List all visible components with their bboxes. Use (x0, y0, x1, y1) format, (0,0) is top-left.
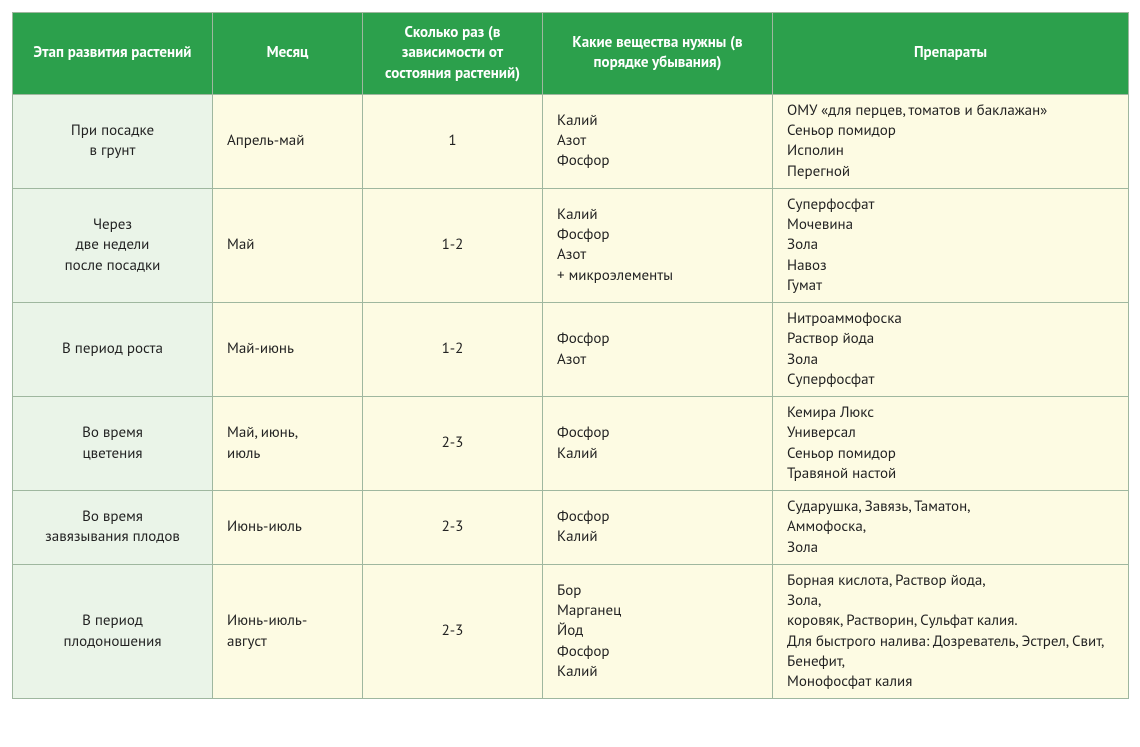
cell-times: 2-3 (363, 397, 543, 491)
cell-times: 1-2 (363, 303, 543, 397)
col-times: Сколько раз (в зависимости от состояния … (363, 13, 543, 95)
cell-stage: Во время цветения (13, 397, 213, 491)
cell-substances: Калий Фосфор Азот + микроэлементы (543, 188, 773, 302)
cell-substances: Калий Азот Фосфор (543, 94, 773, 188)
table-row: Во время цветения Май, июнь, июль 2-3 Фо… (13, 397, 1129, 491)
table-row: В период плодоношения Июнь-июль- август … (13, 564, 1129, 699)
fertilization-schedule-table: Этап развития растений Месяц Сколько раз… (12, 12, 1129, 699)
cell-substances: Фосфор Калий (543, 397, 773, 491)
cell-month: Май-июнь (213, 303, 363, 397)
cell-stage: В период роста (13, 303, 213, 397)
cell-preparations: Суперфосфат Мочевина Зола Навоз Гумат (773, 188, 1129, 302)
cell-preparations: Борная кислота, Раствор йода, Зола, коро… (773, 564, 1129, 699)
cell-times: 2-3 (363, 564, 543, 699)
cell-stage: Через две недели после посадки (13, 188, 213, 302)
cell-preparations: Сударушка, Завязь, Таматон, Аммофоска, З… (773, 491, 1129, 565)
cell-month: Июнь-июль (213, 491, 363, 565)
cell-stage: Во время завязывания плодов (13, 491, 213, 565)
cell-substances: Бор Марганец Йод Фосфор Калий (543, 564, 773, 699)
cell-times: 2-3 (363, 491, 543, 565)
cell-month: Май, июнь, июль (213, 397, 363, 491)
table-row: Через две недели после посадки Май 1-2 К… (13, 188, 1129, 302)
cell-preparations: ОМУ «для перцев, томатов и баклажан» Сен… (773, 94, 1129, 188)
cell-month: Апрель-май (213, 94, 363, 188)
cell-stage: В период плодоношения (13, 564, 213, 699)
cell-times: 1 (363, 94, 543, 188)
col-preparations: Препараты (773, 13, 1129, 95)
cell-substances: Фосфор Калий (543, 491, 773, 565)
col-month: Месяц (213, 13, 363, 95)
table-row: В период роста Май-июнь 1-2 Фосфор Азот … (13, 303, 1129, 397)
cell-substances: Фосфор Азот (543, 303, 773, 397)
cell-stage: При посадке в грунт (13, 94, 213, 188)
cell-preparations: Нитроаммофоска Раствор йода Зола Суперфо… (773, 303, 1129, 397)
cell-month: Июнь-июль- август (213, 564, 363, 699)
col-stage: Этап развития растений (13, 13, 213, 95)
table-row: Во время завязывания плодов Июнь-июль 2-… (13, 491, 1129, 565)
cell-times: 1-2 (363, 188, 543, 302)
table-header: Этап развития растений Месяц Сколько раз… (13, 13, 1129, 95)
cell-preparations: Кемира Люкс Универсал Сеньор помидор Тра… (773, 397, 1129, 491)
cell-month: Май (213, 188, 363, 302)
col-substances: Какие вещества нужны (в порядке убывания… (543, 13, 773, 95)
table-row: При посадке в грунт Апрель-май 1 Калий А… (13, 94, 1129, 188)
table-body: При посадке в грунт Апрель-май 1 Калий А… (13, 94, 1129, 699)
